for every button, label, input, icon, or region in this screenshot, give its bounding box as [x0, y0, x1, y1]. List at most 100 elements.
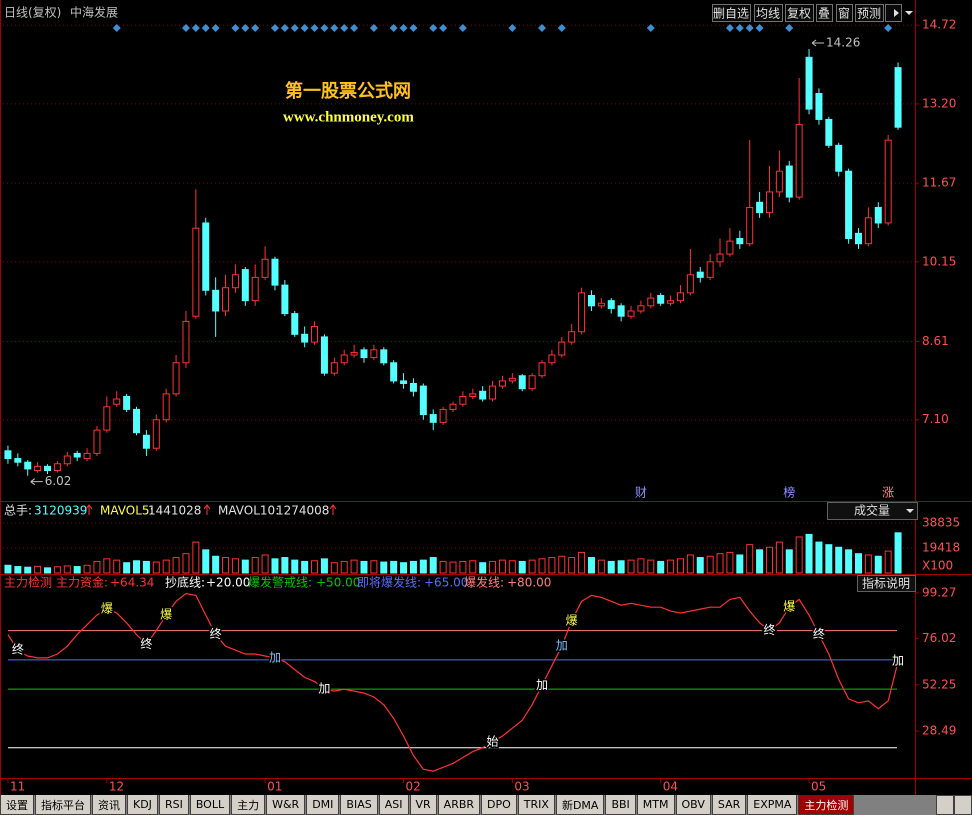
candle-body	[360, 349, 368, 359]
tab[interactable]: 指标平台	[35, 795, 91, 815]
candle-body	[4, 450, 12, 460]
signal-label: 加	[269, 650, 281, 664]
toolbar-button[interactable]	[836, 4, 853, 22]
tab[interactable]: BIAS	[340, 795, 378, 815]
signal-diamond	[557, 24, 566, 32]
signal-diamond	[181, 24, 190, 32]
indicator-help-button[interactable]	[857, 575, 916, 592]
candle-body	[498, 380, 506, 387]
volume-bar	[53, 566, 61, 574]
tab[interactable]: BBI	[605, 795, 636, 815]
volume-bar	[301, 560, 309, 574]
volume-bar	[775, 541, 783, 574]
volume-bar	[489, 560, 497, 574]
toolbar-button[interactable]	[785, 4, 814, 22]
volume-bar	[123, 562, 131, 574]
tab[interactable]: 主力检测	[798, 795, 855, 815]
candle-body	[489, 385, 497, 400]
selector-label: 成交量	[854, 503, 890, 518]
toolbar-button[interactable]	[816, 4, 833, 22]
signal-label: 加	[556, 639, 568, 653]
watermark-url: www.chnmoney.com	[283, 109, 414, 125]
volume-bar	[409, 560, 417, 574]
y-tick-label: 99.27	[922, 585, 956, 599]
volume-bar	[459, 560, 467, 574]
volume-bar	[192, 541, 200, 574]
tab[interactable]: 主力	[231, 795, 266, 815]
nav-button[interactable]	[885, 4, 902, 22]
candle-body	[884, 139, 892, 224]
toolbar-button[interactable]	[754, 4, 783, 22]
tab[interactable]: TRIX	[517, 795, 555, 815]
candle-body	[597, 302, 605, 307]
signal-diamond	[785, 24, 794, 32]
signal-diamond	[399, 24, 408, 32]
tab[interactable]: 设置	[0, 795, 34, 815]
event-marker: 涨	[882, 485, 894, 500]
volume-bar	[340, 560, 348, 574]
volume-bar	[765, 546, 773, 574]
candle-body	[864, 217, 872, 245]
toolbar-button[interactable]	[855, 4, 884, 22]
signal-label: 终	[140, 636, 152, 651]
tab[interactable]: DPO	[481, 795, 517, 815]
y-tick-label: 14.72	[922, 18, 956, 32]
candle-body	[380, 349, 388, 364]
level-name: 即将爆发线:	[357, 575, 421, 590]
scroll-left[interactable]	[936, 795, 954, 815]
menu-icon[interactable]	[905, 11, 913, 15]
total-label: 总手:	[4, 504, 32, 518]
signal-diamond	[251, 24, 260, 32]
tab[interactable]: MTM	[636, 795, 675, 815]
signal-label: 加	[536, 678, 548, 692]
ma10-label: MAVOL10:	[218, 504, 279, 518]
volume-bar	[498, 559, 506, 574]
toolbar-button[interactable]	[712, 4, 751, 22]
tab[interactable]: KDJ	[127, 795, 158, 815]
candle-body	[706, 261, 714, 278]
scroll-right[interactable]	[954, 795, 972, 815]
volume-bar	[24, 566, 32, 574]
tab[interactable]: ASI	[378, 795, 409, 815]
tab[interactable]: W&R	[266, 795, 306, 815]
signal-diamond	[646, 24, 655, 32]
tab[interactable]: BOLL	[189, 795, 231, 815]
series-name: 主力资金:	[56, 575, 108, 590]
volume-bar	[538, 558, 546, 574]
indicator-name: 主力检测	[4, 575, 52, 590]
extreme-label: 14.26	[826, 36, 860, 50]
volume-bar	[587, 557, 595, 574]
signal-diamond	[201, 24, 210, 32]
volume-bar	[419, 559, 427, 574]
candle-body	[390, 362, 398, 382]
indicator-selector[interactable]	[827, 502, 918, 520]
signal-diamond	[429, 24, 438, 32]
tab[interactable]: ARBR	[437, 795, 481, 815]
tab[interactable]: VR	[409, 795, 437, 815]
volume-bar	[34, 565, 42, 574]
ma5-label: MAVOL5:	[100, 504, 154, 518]
volume-bar	[202, 549, 210, 574]
volume-bar	[815, 541, 823, 574]
tab[interactable]: 新DMA	[555, 795, 605, 815]
volume-bar	[726, 551, 734, 574]
volume-bar	[222, 557, 230, 574]
volume-bar	[241, 559, 249, 574]
stock-name: 中海发展	[70, 5, 118, 20]
candle-body	[657, 294, 665, 304]
series-current: +64.34	[110, 576, 154, 590]
toolbar-label: 均线	[756, 7, 780, 21]
tab[interactable]: OBV	[675, 795, 711, 815]
candle-body	[152, 419, 160, 449]
tab[interactable]: EXPMA	[747, 795, 798, 815]
volume-bar	[884, 550, 892, 574]
volume-bar	[350, 559, 358, 574]
tab[interactable]: DMI	[306, 795, 340, 815]
tab[interactable]: RSI	[158, 795, 189, 815]
tab[interactable]: 资讯	[92, 795, 126, 815]
volume-bar	[657, 560, 665, 574]
toolbar-label: 删自选	[713, 7, 749, 21]
candle-body	[83, 452, 91, 460]
tab[interactable]: SAR	[711, 795, 747, 815]
